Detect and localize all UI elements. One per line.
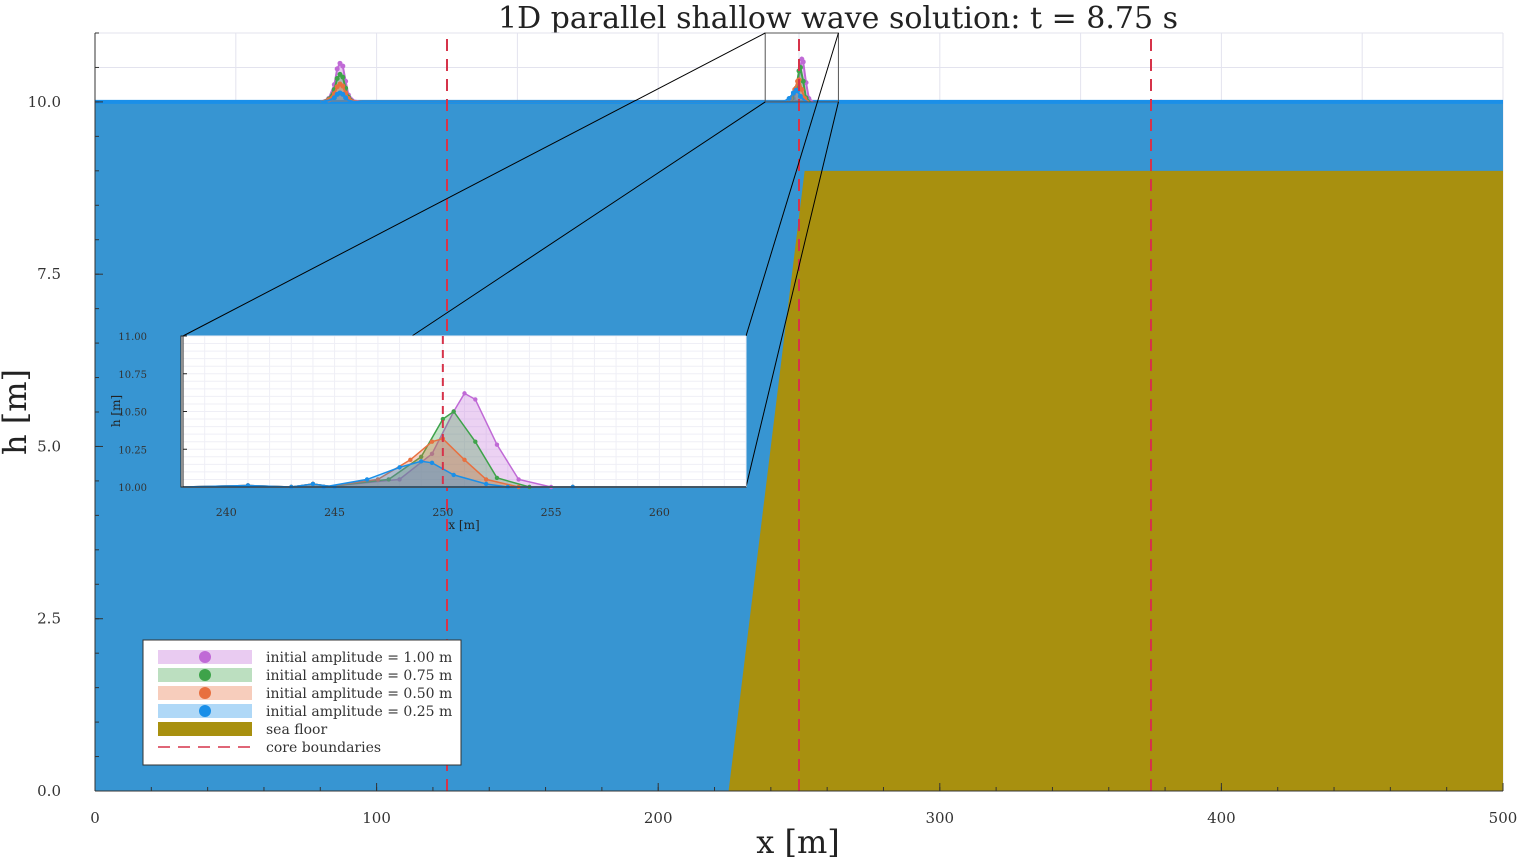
series-2-point <box>799 87 805 93</box>
inset-series-2-point <box>483 477 489 482</box>
chart-title: 1D parallel shallow wave solution: t = 8… <box>498 1 1178 36</box>
series-3-point <box>343 95 349 101</box>
inset-y-tick-label: 10.75 <box>118 370 147 381</box>
legend-marker <box>199 705 211 717</box>
y-axis-label: h [m] <box>0 369 34 455</box>
inset-series-3-point <box>429 460 435 466</box>
inset-x-tick-label: 240 <box>216 506 237 519</box>
legend-label: sea floor <box>266 722 327 738</box>
series-0-point <box>334 66 340 72</box>
inset-series-2-point <box>429 439 435 444</box>
legend-label: core boundaries <box>266 740 381 756</box>
inset-series-1-point <box>451 409 456 414</box>
legend-label: initial amplitude = 1.00 m <box>266 650 452 666</box>
inset-series-0-point <box>473 397 478 402</box>
inset-series-2-point <box>375 477 381 482</box>
inset-series-1-point <box>440 416 446 422</box>
inset-x-tick-label: 260 <box>649 506 670 519</box>
legend-marker <box>199 669 211 681</box>
inset-series-1-point <box>494 475 500 481</box>
legend-label: initial amplitude = 0.50 m <box>266 686 452 702</box>
inset-y-tick-label: 10.00 <box>118 483 147 494</box>
inset-x-tick-label: 255 <box>541 506 562 519</box>
series-0-point <box>340 63 346 69</box>
x-tick-label: 100 <box>362 809 391 827</box>
zoom-box <box>764 32 839 103</box>
inset-series-0-point <box>429 451 435 456</box>
inset-series-3-point <box>310 481 316 487</box>
inset-series-0-point <box>516 477 521 482</box>
x-tick-label: 400 <box>1207 809 1236 827</box>
legend-marker <box>199 687 211 699</box>
zoom-connector <box>182 32 766 337</box>
inset-series-1-point <box>386 477 391 482</box>
legend: initial amplitude = 1.00 m initial amplit… <box>142 639 462 766</box>
zoom-connector <box>745 101 839 488</box>
inset-series-2-point <box>408 457 413 463</box>
y-tick-label: 0.0 <box>37 782 61 800</box>
inset-series-0-point <box>494 442 500 447</box>
inset-x-axis-label: x [m] <box>448 518 479 532</box>
inset-plot: 240 245 250 255 260 10.00 10.25 10.50 10.75 11.00… <box>109 32 839 532</box>
inset-y-tick-label: 10.50 <box>118 408 147 419</box>
zoom-connector <box>745 32 839 337</box>
y-tick-label: 7.5 <box>37 265 61 283</box>
inset-y-tick-label: 10.25 <box>118 445 147 456</box>
inset-series-3-point <box>418 459 424 464</box>
inset-x-tick-label: 245 <box>324 506 345 519</box>
legend-box <box>142 639 462 766</box>
y-tick-label: 5.0 <box>37 437 61 455</box>
legend-swatch <box>158 722 252 736</box>
inset-y-tick-label: 11.00 <box>118 332 147 343</box>
legend-marker <box>199 651 211 663</box>
x-tick-label: 200 <box>644 809 673 827</box>
x-tick-label: 0 <box>90 809 100 827</box>
x-tick-label: 300 <box>925 809 954 827</box>
x-axis-label: x [m] <box>756 823 840 858</box>
inset-series-3-point <box>451 472 456 478</box>
legend-label: initial amplitude = 0.75 m <box>266 668 452 684</box>
inset-series-3-point <box>483 481 489 487</box>
inset-series-1-point <box>473 439 478 444</box>
legend-label: initial amplitude = 0.25 m <box>266 704 452 720</box>
x-tick-label: 500 <box>1489 809 1518 827</box>
inset-x-tick-label: 250 <box>432 506 453 519</box>
inset-series-1-point <box>418 454 424 459</box>
inset-series-0-point <box>397 477 402 482</box>
series-1-point <box>334 75 340 81</box>
series-3-point <box>797 93 803 99</box>
series-2-point <box>340 83 346 89</box>
series-1-point <box>340 74 346 80</box>
inset-y-axis-label: h [m] <box>109 395 123 427</box>
series-1-point <box>800 78 806 84</box>
inset-series-0-point <box>462 391 467 396</box>
inset-series-3-point <box>364 477 370 482</box>
series-3-point <box>331 95 337 101</box>
inset-series-3-point <box>397 465 402 470</box>
series-0-point <box>800 59 806 65</box>
inset-series-2-point <box>462 457 467 463</box>
series-3-point <box>340 91 346 97</box>
series-3-point <box>786 95 792 101</box>
zoom-connector <box>411 101 766 337</box>
y-tick-label: 10.0 <box>28 93 61 111</box>
y-tick-label: 2.5 <box>37 610 61 628</box>
